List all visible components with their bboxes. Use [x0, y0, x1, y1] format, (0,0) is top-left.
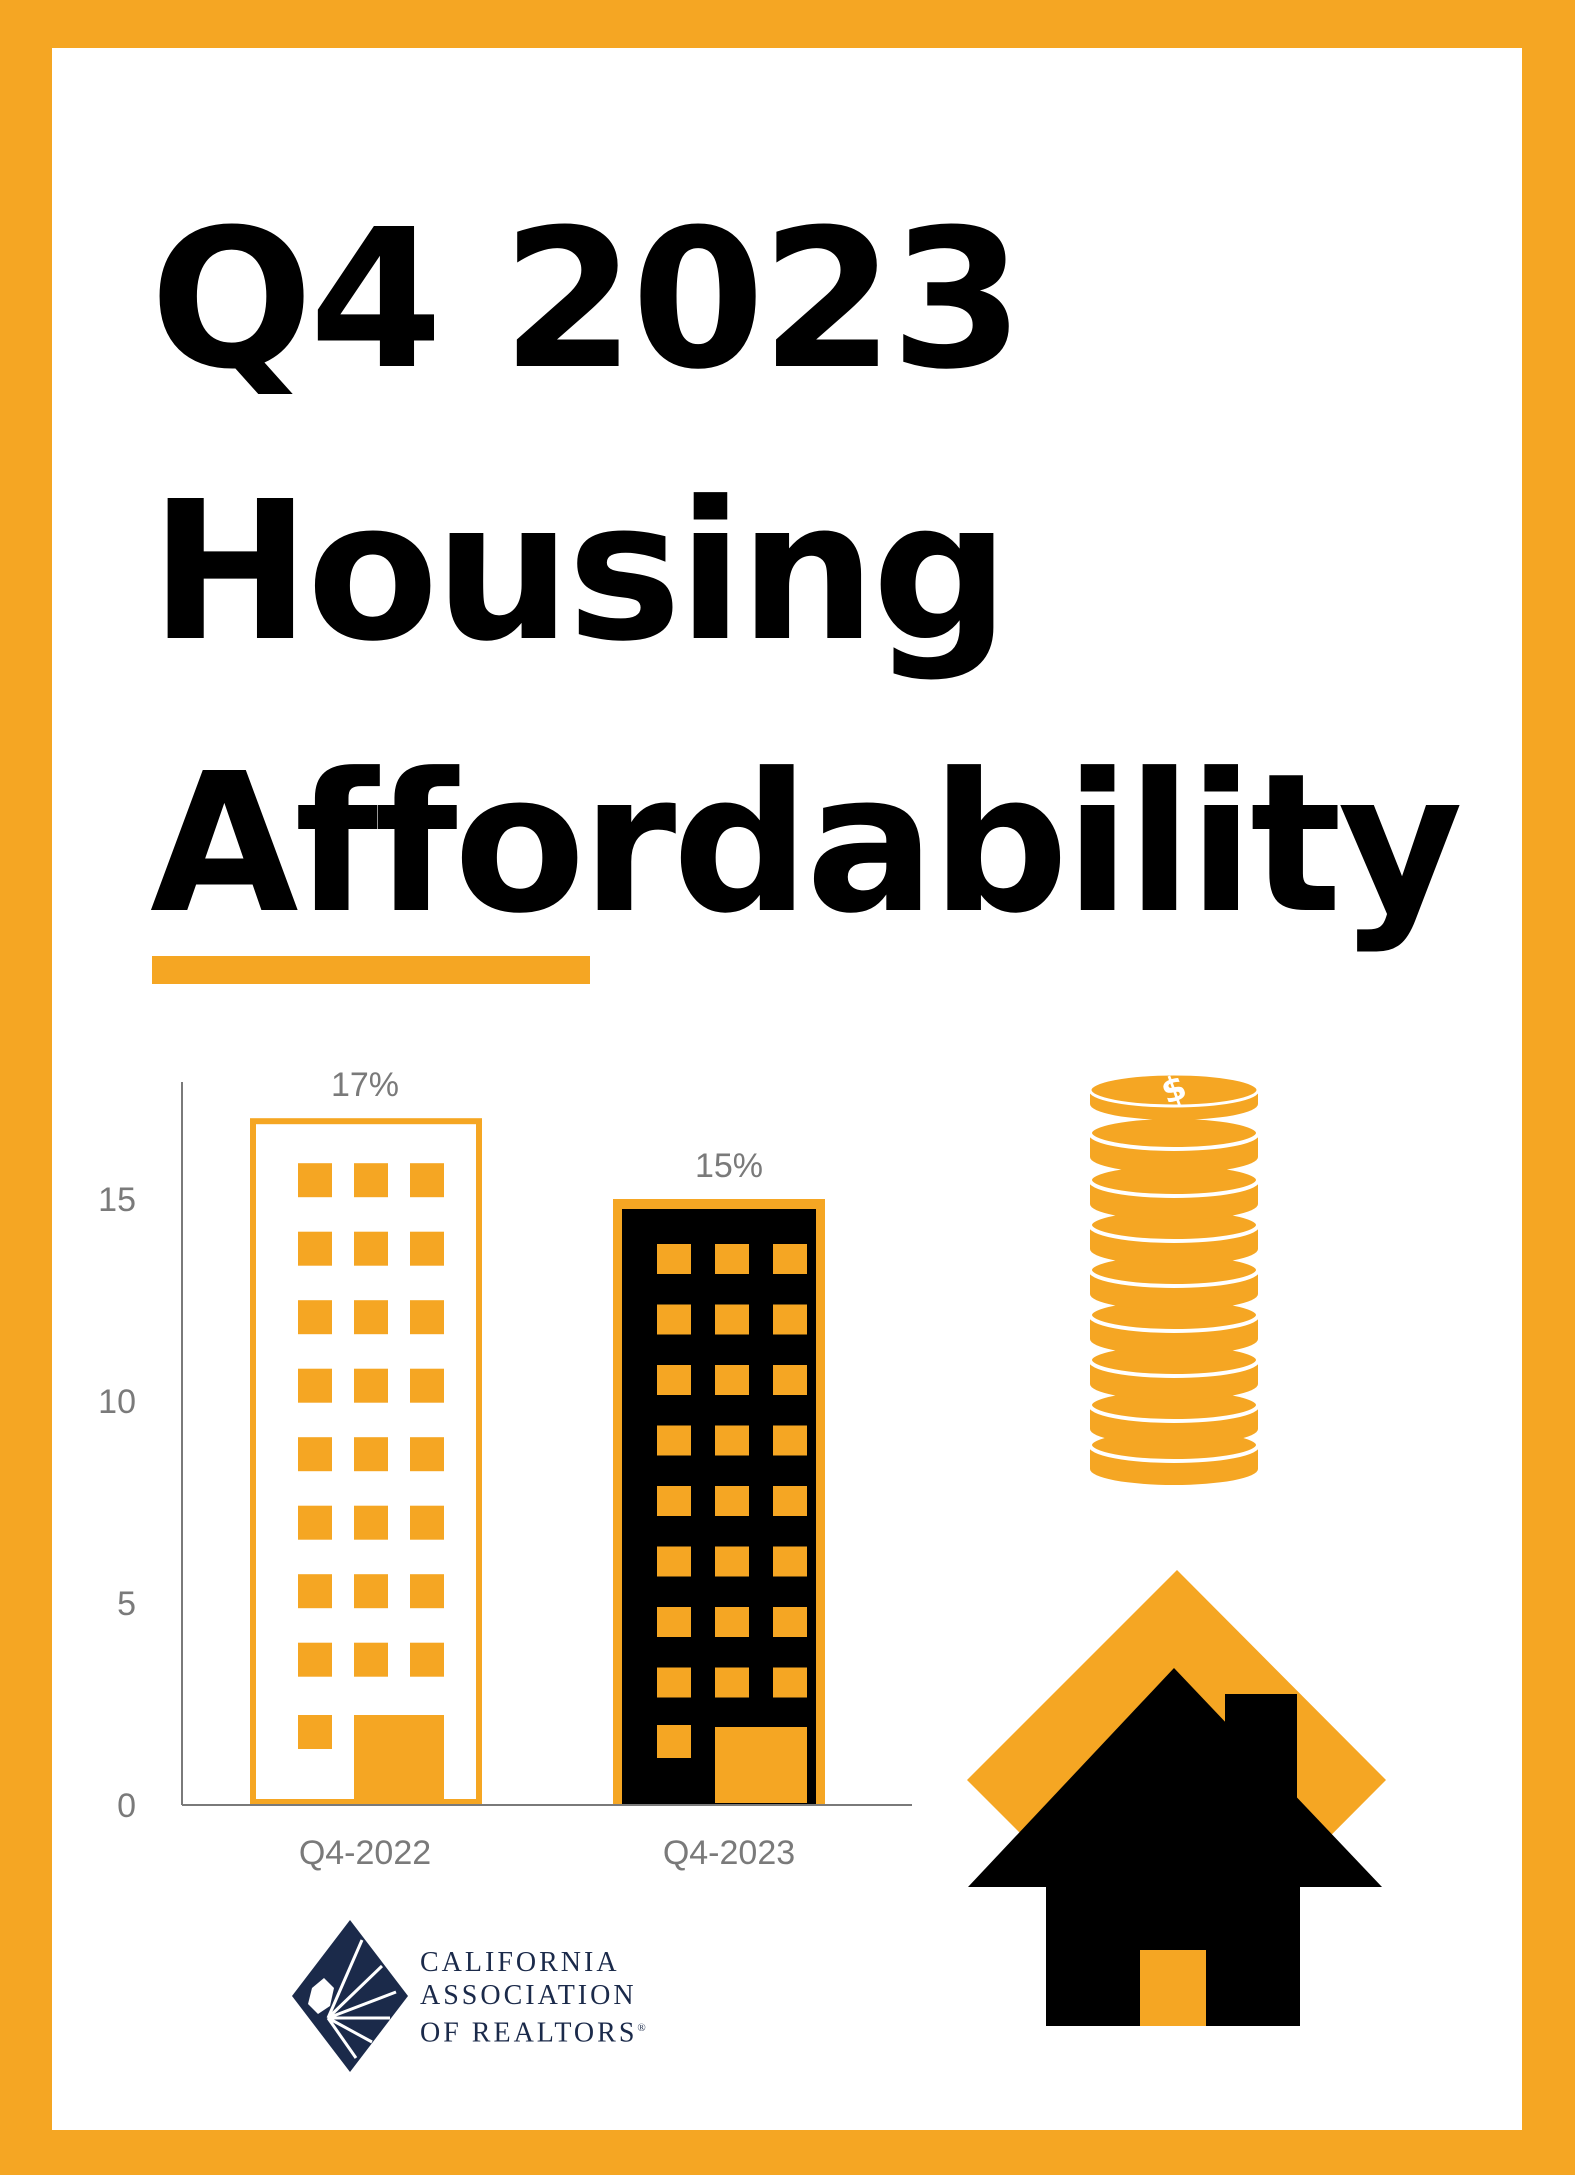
bar-data-label: 15% — [695, 1147, 763, 1185]
bar-window — [354, 1574, 388, 1609]
bar-window — [354, 1505, 388, 1540]
bar-window — [773, 1365, 807, 1395]
bar-window — [715, 1667, 749, 1698]
bar-window — [657, 1486, 691, 1516]
house-door — [1140, 1950, 1206, 2026]
bar-window — [715, 1244, 749, 1274]
y-tick-label: 0 — [117, 1787, 136, 1825]
bar-window — [354, 1642, 388, 1677]
bar-window — [657, 1607, 691, 1637]
bar-window — [715, 1607, 749, 1637]
coin-top-face — [1088, 1072, 1260, 1108]
bar-door — [354, 1715, 444, 1803]
title-underline — [152, 956, 590, 984]
bar — [250, 1118, 482, 1805]
realtors-emblem-icon — [292, 1920, 408, 2072]
bar-window — [715, 1365, 749, 1395]
bar-window — [657, 1667, 691, 1698]
bar-window — [298, 1574, 332, 1609]
bar-window — [354, 1300, 388, 1335]
bar-window — [657, 1725, 691, 1755]
x-category-label: Q4-2022 — [299, 1834, 431, 1872]
bar-window — [773, 1607, 807, 1637]
bar-data-label: 17% — [331, 1066, 399, 1104]
bar-window — [298, 1437, 332, 1472]
bar-window — [298, 1368, 332, 1403]
bar-window — [715, 1304, 749, 1335]
y-tick-label: 10 — [98, 1383, 136, 1421]
bar-window — [773, 1304, 807, 1335]
bar-window — [410, 1437, 444, 1472]
bar-window — [657, 1425, 691, 1456]
bar-window — [715, 1425, 749, 1456]
title-line-2: Housing — [150, 461, 1010, 684]
bar-window — [657, 1546, 691, 1577]
bar-window — [298, 1163, 332, 1198]
logo-line-1: CALIFORNIA — [420, 1947, 620, 1978]
y-tick-label: 15 — [98, 1181, 136, 1219]
bar-window — [410, 1163, 444, 1198]
bar-window — [657, 1365, 691, 1395]
bar-window — [298, 1300, 332, 1335]
x-category-label: Q4-2023 — [663, 1834, 795, 1872]
bar-window — [773, 1486, 807, 1516]
logo-line-3: OF REALTORS® — [420, 2012, 646, 2049]
coin-stack-icon: $ — [1088, 1067, 1260, 1485]
bar-window — [298, 1231, 332, 1266]
bar-window — [410, 1642, 444, 1677]
bar-window — [773, 1667, 807, 1698]
bar-window — [773, 1425, 807, 1456]
logo-line-3-text: OF REALTORS — [420, 2017, 638, 2049]
house-icon — [967, 1570, 1386, 2026]
house-roof — [968, 1668, 1382, 1887]
bar-window — [410, 1574, 444, 1609]
bar-window — [354, 1368, 388, 1403]
bar-window — [354, 1231, 388, 1266]
bar-window — [410, 1505, 444, 1540]
bar-window — [410, 1231, 444, 1266]
bar-window — [298, 1505, 332, 1540]
bar-window — [354, 1437, 388, 1472]
y-tick-label: 5 — [117, 1585, 136, 1623]
bar-window — [410, 1300, 444, 1335]
bar-window — [715, 1486, 749, 1516]
bar — [613, 1199, 825, 1805]
bar-window — [298, 1715, 332, 1749]
bar-window — [773, 1546, 807, 1577]
bar-window — [657, 1304, 691, 1335]
title-line-1: Q4 2023 — [150, 189, 1024, 412]
coin-edge — [1088, 1115, 1260, 1151]
realtors-logo-text: CALIFORNIA ASSOCIATION OF REALTORS® — [420, 1946, 646, 2049]
bar-door — [715, 1727, 807, 1803]
bar-window — [298, 1642, 332, 1677]
bar-window — [410, 1368, 444, 1403]
bar-window — [715, 1546, 749, 1577]
registered-mark: ® — [637, 2022, 646, 2034]
realtors-logo: CALIFORNIA ASSOCIATION OF REALTORS® — [290, 1918, 690, 2074]
bar-window — [773, 1244, 807, 1274]
logo-line-2: ASSOCIATION — [420, 1980, 637, 2011]
bar-window — [657, 1244, 691, 1274]
title-line-3: Affordability — [150, 733, 1463, 956]
bar-window — [354, 1163, 388, 1198]
page-title: Q4 2023 Housing Affordability — [150, 165, 1463, 981]
